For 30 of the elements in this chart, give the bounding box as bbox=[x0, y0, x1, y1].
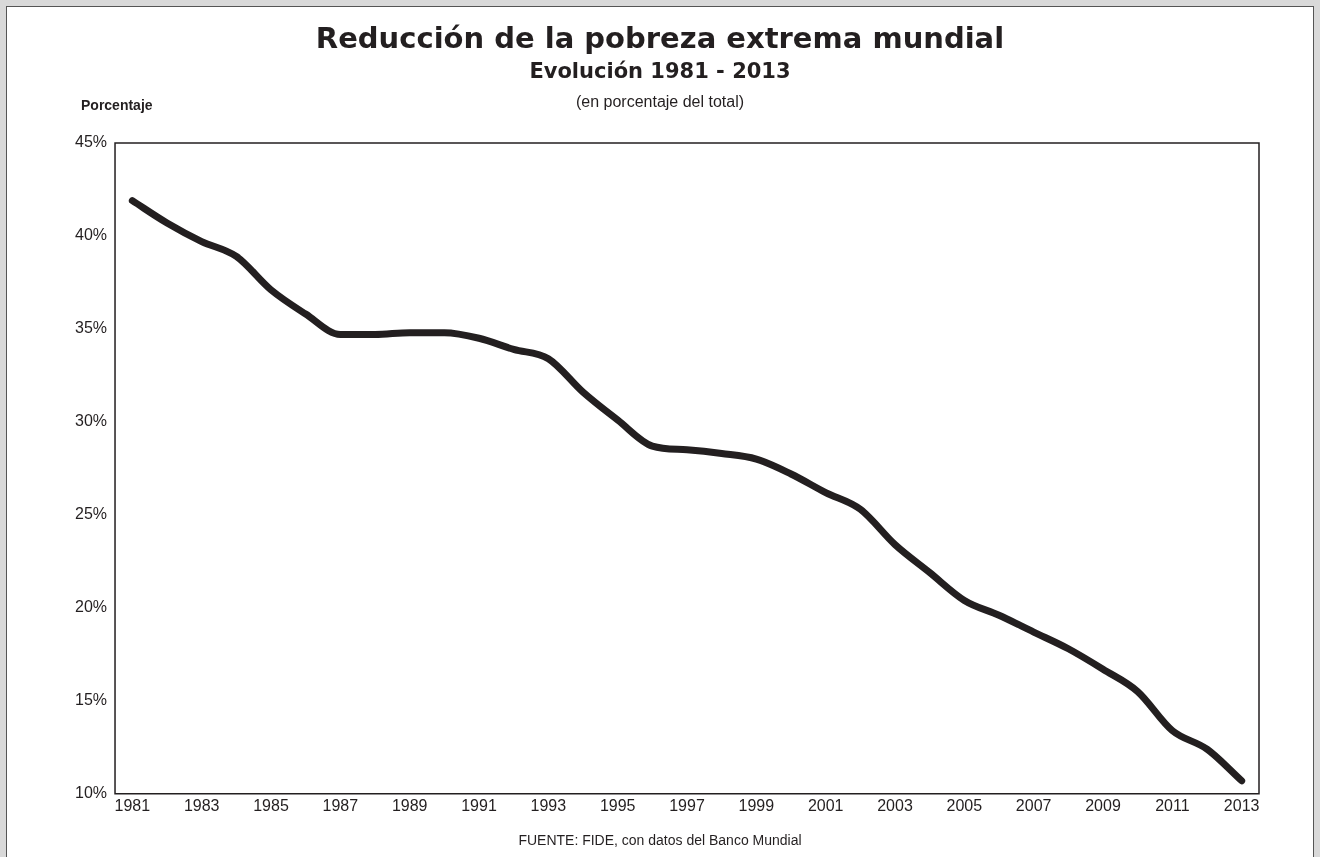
x-tick-label: 2001 bbox=[807, 796, 844, 814]
chart-subtitle: Evolución 1981 - 2013 bbox=[528, 59, 792, 83]
x-tick-label: 2005 bbox=[946, 796, 983, 814]
x-tick-label: 2011 bbox=[1155, 796, 1190, 814]
y-tick-label: 45% bbox=[74, 133, 108, 151]
x-tick-label: 1985 bbox=[253, 796, 289, 814]
x-tick-label: 1981 bbox=[114, 796, 151, 814]
x-tick-label: 1983 bbox=[183, 796, 220, 814]
chart-title: Reducción de la pobreza extrema mundial bbox=[314, 21, 1006, 55]
y-axis-title: Porcentaje bbox=[81, 97, 153, 113]
x-tick-label: 1987 bbox=[322, 796, 359, 814]
y-tick-label: 25% bbox=[74, 505, 108, 523]
x-tick-label: 2009 bbox=[1085, 796, 1121, 814]
y-tick-label: 20% bbox=[74, 598, 108, 616]
y-tick-label: 35% bbox=[74, 319, 108, 337]
x-tick-label: 1991 bbox=[461, 796, 497, 814]
x-tick-label: 2003 bbox=[877, 796, 913, 814]
source-note: FUENTE: FIDE, con datos del Banco Mundial bbox=[517, 832, 803, 848]
y-tick-label: 10% bbox=[74, 784, 108, 802]
x-tick-label: 1997 bbox=[669, 796, 705, 814]
x-tick-label: 2007 bbox=[1015, 796, 1052, 814]
x-tick-label: 1995 bbox=[599, 796, 636, 814]
x-tick-label: 1989 bbox=[391, 796, 428, 814]
y-tick-label: 30% bbox=[74, 412, 108, 430]
y-tick-label: 40% bbox=[74, 226, 108, 244]
x-tick-label: 1993 bbox=[530, 796, 567, 814]
x-tick-label: 1999 bbox=[738, 796, 775, 814]
y-tick-label: 15% bbox=[74, 691, 108, 709]
x-tick-label: 2013 bbox=[1223, 796, 1260, 814]
text: (en porcentaje del total) bbox=[575, 93, 745, 110]
